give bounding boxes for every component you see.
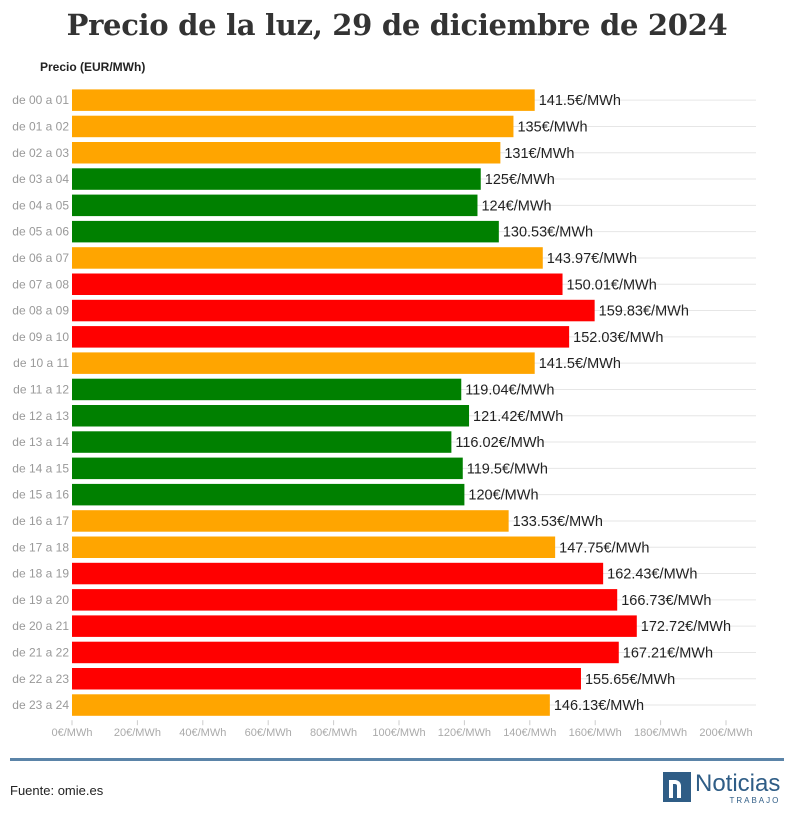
bar <box>72 326 570 348</box>
category-label: de 00 a 01 <box>12 93 69 107</box>
bar <box>72 457 463 480</box>
bar-value-label: 147.75€/MWh <box>559 540 649 556</box>
bar <box>72 378 462 401</box>
x-tick-label: 60€/MWh <box>245 727 292 739</box>
bar <box>72 641 619 664</box>
bar-value-label: 124€/MWh <box>481 198 551 214</box>
category-label: de 07 a 08 <box>12 277 69 291</box>
category-label: de 12 a 13 <box>12 409 69 423</box>
category-label: de 20 a 21 <box>12 619 69 633</box>
x-tick-label: 40€/MWh <box>179 727 226 739</box>
bar-value-label: 130.53€/MWh <box>503 225 593 241</box>
category-label: de 01 a 02 <box>12 119 69 133</box>
bar <box>72 89 535 111</box>
x-tick-label: 140€/MWh <box>503 727 556 739</box>
bar <box>72 220 499 243</box>
bar <box>72 247 543 269</box>
category-label: de 10 a 11 <box>13 356 69 370</box>
bar-value-label: 125€/MWh <box>485 172 555 188</box>
bar <box>72 483 465 506</box>
bar-value-label: 155.65€/MWh <box>585 672 675 688</box>
bar-value-label: 135€/MWh <box>517 119 587 135</box>
brand-name: Noticias <box>695 770 781 797</box>
bar <box>72 115 514 138</box>
x-tick-label: 80€/MWh <box>310 727 357 739</box>
x-tick-label: 20€/MWh <box>114 727 161 739</box>
bar-value-label: 167.21€/MWh <box>623 645 713 661</box>
source-note: Fuente: omie.es <box>10 783 104 798</box>
bar-value-label: 119.04€/MWh <box>465 382 554 398</box>
bar-value-label: 166.73€/MWh <box>621 593 711 609</box>
bar-value-label: 116.02€/MWh <box>455 435 544 451</box>
category-label: de 16 a 17 <box>12 514 69 528</box>
category-label: de 03 a 04 <box>12 172 69 186</box>
bar-value-label: 172.72€/MWh <box>641 619 731 635</box>
brand-n-icon <box>663 772 691 802</box>
bar-value-label: 133.53€/MWh <box>513 514 603 530</box>
x-tick-label: 0€/MWh <box>52 727 93 739</box>
x-tick-label: 180€/MWh <box>634 727 687 739</box>
category-label: de 17 a 18 <box>12 540 69 554</box>
bar <box>72 168 481 190</box>
x-tick-label: 160€/MWh <box>569 727 622 739</box>
category-label: de 09 a 10 <box>12 330 69 344</box>
bar <box>72 536 556 558</box>
x-tick-label: 120€/MWh <box>438 727 491 739</box>
category-label: de 04 a 05 <box>12 198 69 212</box>
bar <box>72 273 563 295</box>
bar <box>72 510 509 532</box>
bar-value-label: 120€/MWh <box>468 488 538 504</box>
bar-value-label: 131€/MWh <box>504 146 574 162</box>
bar-value-label: 146.13€/MWh <box>554 698 644 714</box>
category-label: de 02 a 03 <box>12 146 69 160</box>
category-label: de 06 a 07 <box>12 251 69 265</box>
category-label: de 14 a 15 <box>12 461 69 475</box>
bar <box>72 352 535 374</box>
y-axis-label: Precio (EUR/MWh) <box>40 60 146 74</box>
category-label: de 13 a 14 <box>12 435 69 449</box>
category-label: de 19 a 20 <box>12 593 69 607</box>
category-label: de 18 a 19 <box>12 567 69 581</box>
bar <box>72 142 501 164</box>
category-label: de 15 a 16 <box>12 488 69 502</box>
chart-title: Precio de la luz, 29 de diciembre de 202… <box>66 8 728 42</box>
bar-value-label: 119.5€/MWh <box>467 461 548 477</box>
bar <box>72 668 581 690</box>
bar-value-label: 141.5€/MWh <box>539 93 621 109</box>
brand-subtitle: TRABAJO <box>729 796 781 805</box>
bar-value-label: 150.01€/MWh <box>567 277 657 293</box>
footer-divider <box>10 758 784 761</box>
x-tick-label: 100€/MWh <box>372 727 425 739</box>
category-label: de 23 a 24 <box>12 698 69 712</box>
bar <box>72 194 478 217</box>
bar <box>72 694 550 716</box>
bar-value-label: 141.5€/MWh <box>539 356 621 372</box>
bar-chart: 0€/MWh 20€/MWh 40€/MWh 60€/MWh 80€/MWh 100€/M… <box>12 89 756 739</box>
bar-value-label: 159.83€/MWh <box>599 304 689 320</box>
x-tick-label: 200€/MWh <box>699 727 752 739</box>
bar <box>72 299 595 322</box>
bar <box>72 589 618 611</box>
brand-logo: Noticias TRABAJO <box>663 770 781 805</box>
bar-value-label: 121.42€/MWh <box>473 409 563 425</box>
category-label: de 11 a 12 <box>13 382 69 396</box>
bar <box>72 562 604 585</box>
bar <box>72 405 470 427</box>
category-label: de 22 a 23 <box>12 672 69 686</box>
bar-value-label: 162.43€/MWh <box>607 567 697 583</box>
bar <box>72 615 637 637</box>
category-label: de 08 a 09 <box>12 304 69 318</box>
bar <box>72 431 452 453</box>
bar-value-label: 143.97€/MWh <box>547 251 637 267</box>
category-label: de 05 a 06 <box>12 225 69 239</box>
category-label: de 21 a 22 <box>12 645 69 659</box>
bar-value-label: 152.03€/MWh <box>573 330 663 346</box>
